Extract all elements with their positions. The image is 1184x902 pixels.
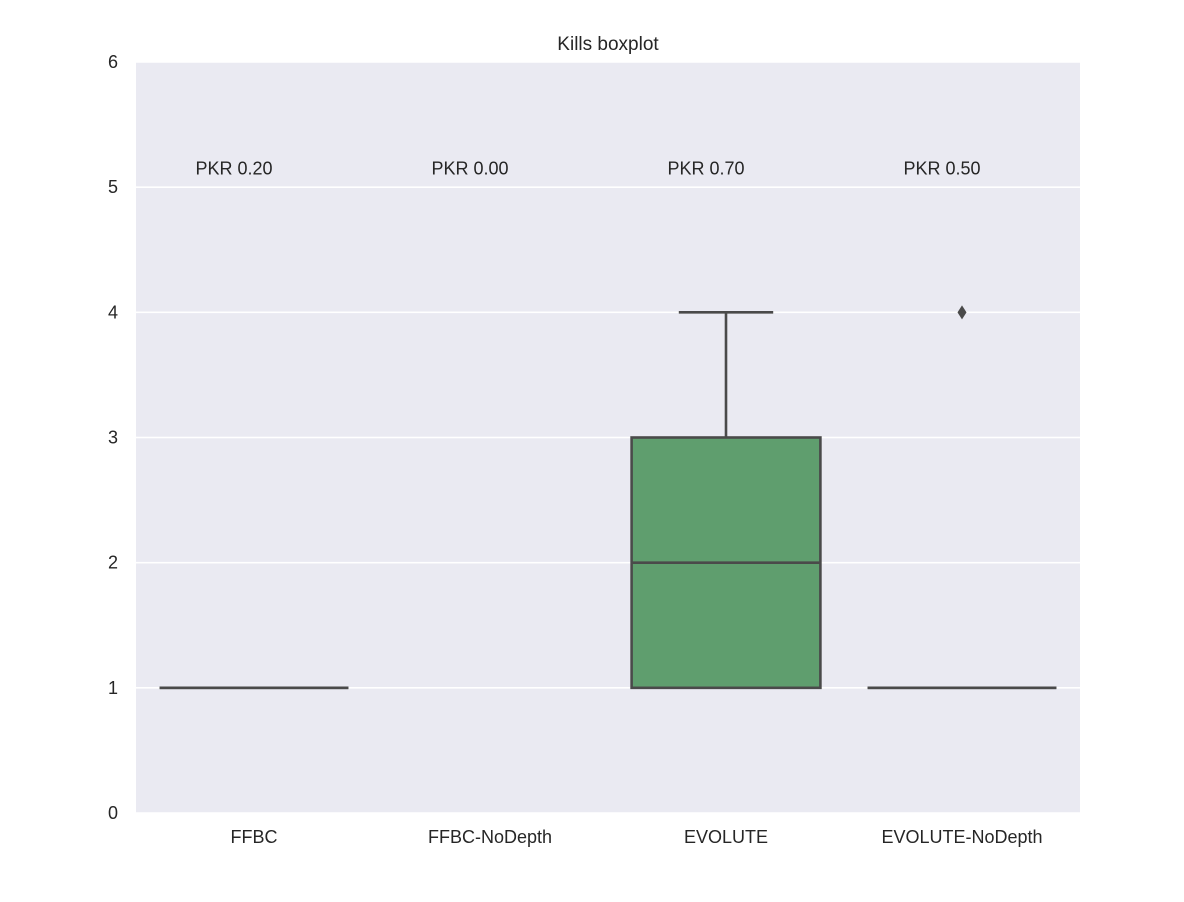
x-tick-label: FFBC [231,827,278,847]
pkr-annotation: PKR 0.20 [195,158,272,178]
y-tick-label: 3 [108,428,118,448]
y-tick-label: 1 [108,678,118,698]
x-tick-label: EVOLUTE-NoDepth [881,827,1042,847]
x-tick-label: EVOLUTE [684,827,768,847]
y-tick-label: 6 [108,52,118,72]
annotations: PKR 0.20 PKR 0.00 PKR 0.70 PKR 0.50 [195,158,980,178]
x-tick-label: FFBC-NoDepth [428,827,552,847]
pkr-annotation: PKR 0.70 [667,158,744,178]
y-tick-label: 4 [108,302,118,322]
y-tick-label: 5 [108,177,118,197]
y-tick-label: 2 [108,553,118,573]
chart-title: Kills boxplot [557,34,659,55]
y-tick-label: 0 [108,803,118,823]
boxes [159,305,1057,690]
tick-labels: 0 1 2 3 4 5 6 FFBC FFBC-NoDepth EVOLUTE EVOLUTE-No… [108,52,1043,847]
pkr-annotation: PKR 0.00 [431,158,508,178]
pkr-annotation: PKR 0.50 [903,158,980,178]
outlier-point [957,305,967,320]
